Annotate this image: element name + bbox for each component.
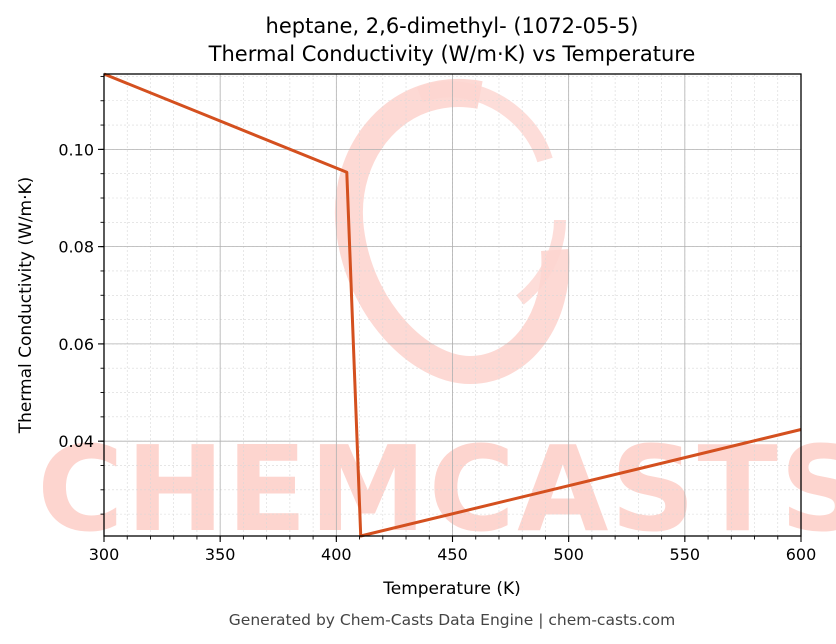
x-tick-label: 500 xyxy=(553,545,584,564)
footer-credit: Generated by Chem-Casts Data Engine | ch… xyxy=(229,611,675,629)
x-tick-label: 600 xyxy=(786,545,817,564)
thermal-conductivity-line xyxy=(103,72,802,538)
x-tick-label: 400 xyxy=(321,545,352,564)
y-tick-label: 0.10 xyxy=(58,140,94,159)
watermark-text: CHEMCASTS xyxy=(37,420,836,558)
y-axis-label: Thermal Conductivity (W/m·K) xyxy=(16,177,36,435)
y-tick-label: 0.04 xyxy=(58,432,94,451)
y-tick-label: 0.08 xyxy=(58,238,94,257)
x-tick-label: 300 xyxy=(89,545,120,564)
x-tick-label: 550 xyxy=(670,545,701,564)
x-axis: 300 350 400 450 500 550 600 xyxy=(89,536,817,564)
watermark: CHEMCASTS xyxy=(37,79,836,558)
chart-subtitle: Thermal Conductivity (W/m·K) vs Temperat… xyxy=(208,42,696,66)
x-tick-label: 350 xyxy=(205,545,236,564)
x-tick-label: 450 xyxy=(437,545,468,564)
y-tick-label: 0.06 xyxy=(58,335,94,354)
series-layer xyxy=(103,72,802,538)
chart-title: heptane, 2,6-dimethyl- (1072-05-5) xyxy=(266,14,639,38)
y-axis: 0.04 0.06 0.08 0.10 xyxy=(58,75,104,515)
x-axis-label: Temperature (K) xyxy=(382,579,521,599)
watermark-swirl-logo xyxy=(334,79,570,385)
